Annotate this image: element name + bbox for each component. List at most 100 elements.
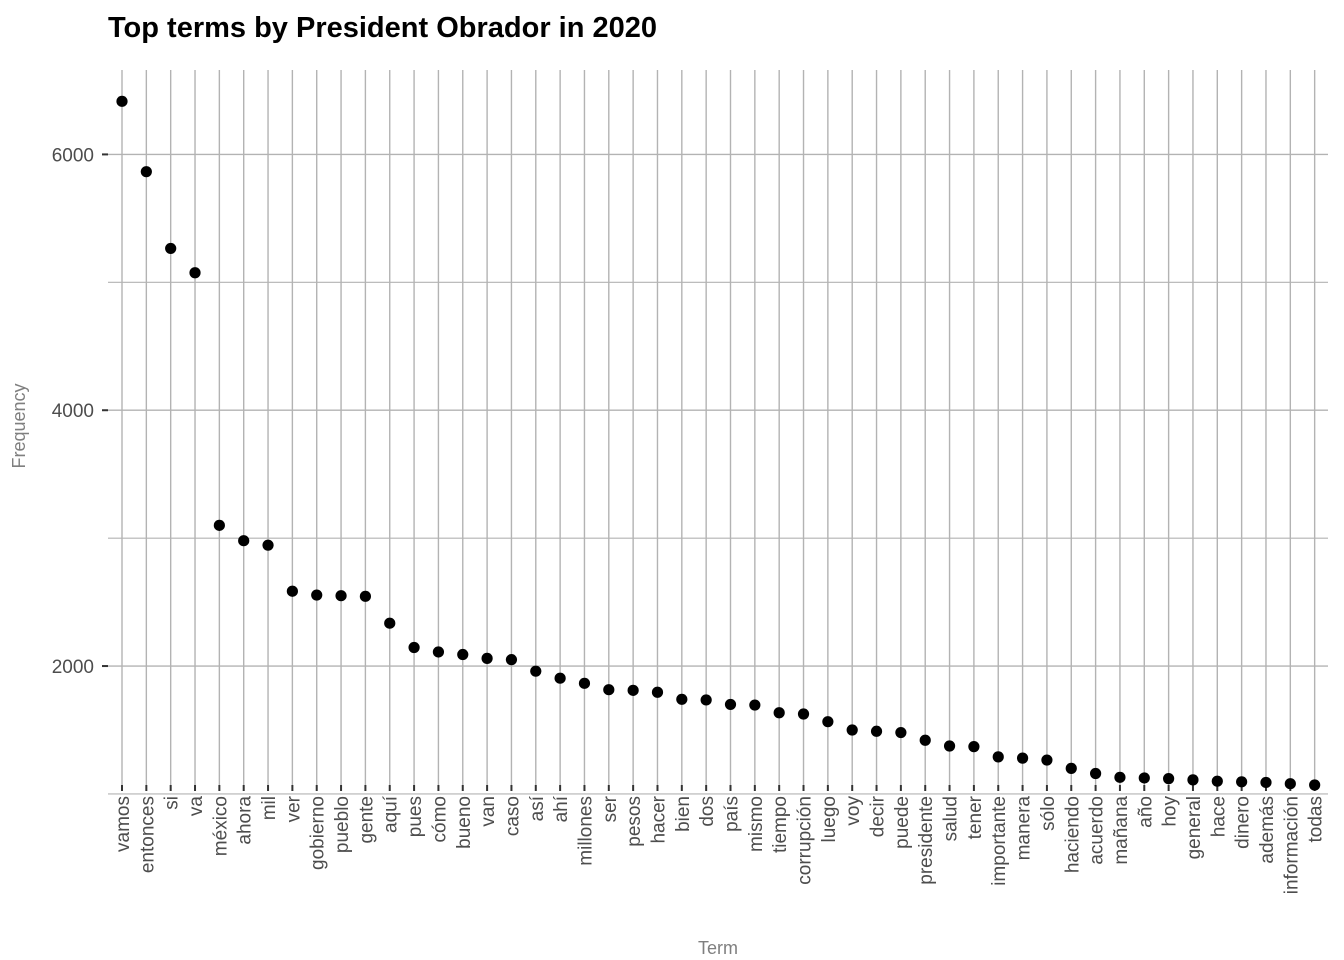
data-point (1041, 754, 1053, 766)
x-tick-label: información (1281, 796, 1302, 894)
y-tick-label: 2000 (52, 657, 94, 678)
y-axis-tick-labels: 2000 4000 6000 (52, 145, 94, 678)
y-tick-label: 6000 (52, 145, 94, 166)
x-tick-label: millones (575, 796, 596, 866)
data-point (189, 267, 201, 279)
x-tick-label: si (162, 796, 183, 810)
data-point (238, 535, 250, 547)
axis-ticks (102, 153, 1316, 791)
x-tick-label: hacer (648, 795, 669, 843)
data-point (919, 734, 931, 746)
data-point (408, 641, 420, 654)
x-axis-title: Term (698, 938, 738, 958)
x-tick-label: mismo (746, 796, 767, 852)
data-point (1138, 772, 1150, 784)
data-point (1187, 774, 1199, 786)
data-point (968, 741, 980, 753)
x-tick-label: gobierno (308, 796, 329, 870)
data-point (724, 698, 737, 711)
x-tick-label: luego (819, 796, 840, 843)
x-tick-label: vamos (113, 796, 134, 852)
data-point (432, 646, 445, 658)
data-point (797, 708, 810, 720)
data-point (530, 665, 542, 677)
data-points (116, 95, 1321, 791)
data-point (116, 95, 128, 107)
x-tick-label: hace (1208, 796, 1229, 837)
data-point (651, 686, 664, 698)
x-tick-label: gente (356, 796, 377, 844)
x-axis-tick-labels: vamos entonces si va méxico ahora mil ver gobier… (113, 795, 1327, 894)
x-tick-label: todas (1306, 796, 1327, 842)
x-tick-label: tener (965, 795, 986, 839)
data-point (554, 672, 566, 684)
x-tick-label: ahí (551, 795, 572, 822)
x-tick-label: bueno (454, 796, 475, 849)
data-point (1211, 775, 1223, 787)
x-tick-label: pues (405, 796, 426, 837)
x-tick-label: pueblo (332, 796, 353, 853)
x-tick-label: corrupción (795, 796, 816, 885)
x-tick-label: general (1184, 796, 1205, 859)
chart-title: Top terms by President Obrador in 2020 (108, 12, 657, 44)
data-point (481, 652, 493, 664)
data-point (140, 166, 152, 178)
x-tick-label: mil (259, 796, 280, 820)
data-point (578, 677, 591, 689)
data-point (992, 751, 1004, 763)
x-tick-label: acuerdo (1087, 796, 1108, 865)
data-point (1090, 767, 1102, 780)
data-point (943, 740, 956, 752)
data-point (700, 694, 712, 706)
data-point (1309, 779, 1321, 791)
data-point (870, 725, 883, 737)
data-point (1114, 771, 1126, 783)
x-tick-label: mañana (1111, 796, 1132, 865)
data-point (822, 716, 834, 728)
data-point (213, 519, 225, 531)
x-tick-label: aquí (381, 795, 402, 833)
x-tick-label: país (722, 796, 743, 832)
data-point (384, 617, 396, 629)
x-tick-label: así (527, 795, 548, 821)
data-point (311, 589, 323, 601)
data-point (1236, 776, 1248, 788)
x-tick-label: sólo (1038, 796, 1059, 831)
y-axis-title: Frequency (9, 383, 29, 468)
data-point (359, 590, 371, 602)
x-tick-label: pesos (624, 796, 645, 847)
data-point (1065, 762, 1077, 774)
x-tick-label: caso (502, 796, 523, 836)
data-point (286, 585, 298, 597)
data-point (1016, 752, 1029, 764)
data-point (1284, 778, 1296, 790)
data-point (603, 684, 615, 696)
data-point (895, 726, 907, 739)
x-tick-label: van (478, 796, 499, 827)
data-point (846, 724, 858, 736)
data-point (457, 648, 469, 661)
data-point (335, 590, 347, 602)
x-tick-label: va (186, 796, 207, 817)
data-point (676, 693, 688, 705)
x-tick-label: méxico (210, 796, 231, 856)
data-point (627, 684, 639, 696)
x-tick-label: hoy (1160, 796, 1181, 827)
x-tick-label: haciendo (1062, 796, 1083, 873)
data-point (262, 539, 274, 551)
x-tick-label: año (1135, 796, 1156, 828)
x-tick-label: ahora (235, 796, 256, 845)
x-tick-label: bien (673, 796, 694, 832)
x-tick-label: voy (843, 796, 864, 826)
y-tick-label: 4000 (52, 401, 94, 422)
data-point (165, 242, 177, 255)
x-tick-label: puede (892, 796, 913, 849)
gridlines (108, 70, 1328, 795)
x-tick-label: salud (941, 796, 962, 841)
data-point (749, 699, 761, 711)
data-point (773, 707, 785, 719)
x-tick-label: ver (283, 795, 304, 822)
x-tick-label: dinero (1233, 796, 1254, 849)
x-tick-label: entonces (137, 796, 158, 873)
